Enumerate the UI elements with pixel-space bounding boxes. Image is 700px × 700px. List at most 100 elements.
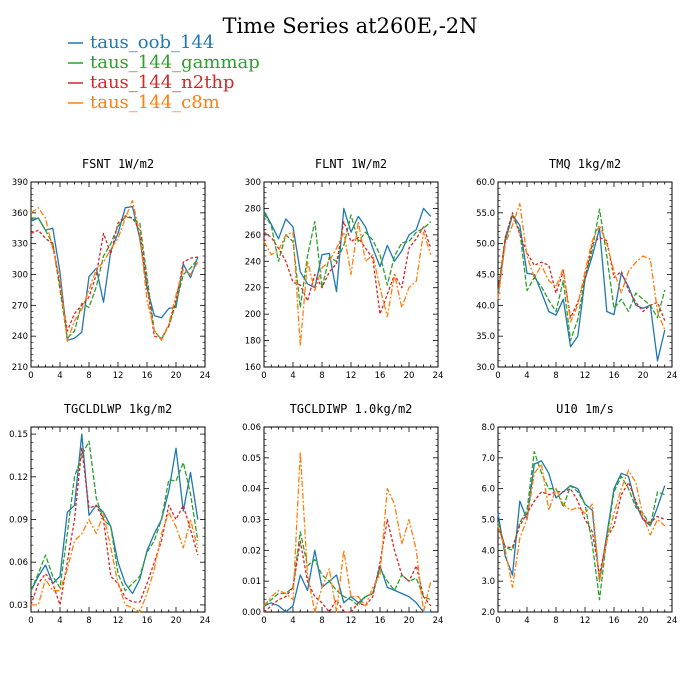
y-tick-label: 0.04: [242, 485, 261, 495]
x-tick-label: 4: [524, 616, 529, 626]
series-line-1: [497, 451, 666, 601]
x-tick-label: 8: [86, 371, 91, 381]
x-tick-label: 0: [28, 371, 33, 381]
x-tick-label: 24: [200, 371, 211, 381]
series-line-1: [30, 440, 199, 592]
legend-label-3: taus_144_c8m: [90, 92, 220, 113]
series-line-3: [30, 199, 199, 342]
y-tick-label: 240: [245, 257, 261, 267]
y-tick-label: 4.0: [481, 546, 495, 556]
series-line-0: [263, 207, 432, 293]
x-tick-label: 20: [404, 371, 415, 381]
x-tick-label: 0: [261, 371, 266, 381]
x-tick-label: 0: [28, 616, 33, 626]
legend-label-1: taus_144_gammap: [90, 52, 260, 73]
y-tick-label: 0.06: [9, 558, 28, 568]
x-tick-label: 16: [375, 616, 386, 626]
y-tick-label: 0.02: [242, 546, 261, 556]
x-tick-label: 20: [404, 616, 415, 626]
legend-label-0: taus_oob_144: [90, 32, 214, 53]
x-tick-label: 12: [580, 616, 591, 626]
series-line-2: [497, 481, 666, 576]
x-tick-label: 8: [86, 616, 91, 626]
y-tick-label: 0.01: [242, 577, 261, 587]
chart-panel-5: U10 1m/s 0 4 8 12 16 20 24 2.0 3.0 4.0 5.0 6.0 7.0 8.0: [481, 402, 677, 626]
y-tick-label: 300: [245, 178, 261, 188]
x-tick-label: 24: [667, 616, 678, 626]
y-tick-label: 160: [245, 363, 261, 373]
series-line-2: [263, 220, 432, 315]
x-tick-label: 16: [142, 616, 153, 626]
x-tick-label: 20: [638, 371, 649, 381]
x-tick-label: 24: [200, 616, 211, 626]
x-tick-label: 24: [433, 616, 444, 626]
y-tick-label: 0.12: [9, 473, 28, 483]
chart-panel-4: TGCLDIWP 1.0kg/m2 0 4 8 12 16 20 24 0.00 0.01 0.02…: [242, 402, 443, 626]
series-line-3: [263, 220, 432, 347]
chart-panel-3: TGCLDLWP 1kg/m2 0 4 8 12 16 20 24 0.03 0.06 0.09 0.…: [9, 402, 210, 626]
x-tick-label: 4: [290, 371, 295, 381]
y-tick-label: 0.06: [242, 423, 261, 433]
y-tick-label: 260: [245, 231, 261, 241]
x-tick-label: 0: [495, 371, 500, 381]
y-tick-label: 330: [12, 240, 28, 250]
y-tick-label: 360: [12, 209, 28, 219]
x-tick-label: 12: [113, 371, 124, 381]
series-line-0: [263, 549, 431, 613]
y-tick-label: 30.0: [476, 363, 495, 373]
x-tick-label: 8: [319, 371, 324, 381]
y-tick-label: 0.15: [9, 430, 28, 440]
panel-title-2: TMQ 1kg/m2: [549, 157, 621, 171]
series-line-0: [30, 206, 199, 341]
series-line-3: [497, 202, 666, 331]
y-tick-label: 8.0: [481, 423, 495, 433]
x-tick-label: 20: [171, 371, 182, 381]
x-tick-label: 12: [113, 616, 124, 626]
figure-title: Time Series at260E,-2N: [222, 14, 477, 38]
y-tick-label: 40.0: [476, 301, 495, 311]
series-line-1: [263, 531, 432, 607]
x-tick-label: 16: [375, 371, 386, 381]
x-tick-label: 8: [319, 616, 324, 626]
y-tick-label: 45.0: [476, 271, 495, 281]
x-tick-label: 16: [609, 616, 620, 626]
y-tick-label: 280: [245, 204, 261, 214]
y-tick-label: 0.03: [9, 601, 28, 611]
x-tick-label: 12: [580, 371, 591, 381]
y-tick-label: 0.00: [242, 608, 261, 618]
legend-label-2: taus_144_n2thp: [90, 72, 235, 93]
y-tick-label: 220: [245, 284, 261, 294]
series-line-0: [30, 433, 199, 595]
series-line-1: [497, 208, 666, 342]
series-line-2: [263, 518, 432, 613]
panel-title-0: FSNT 1W/m2: [82, 157, 154, 171]
y-tick-label: 2.0: [481, 608, 495, 618]
series-line-1: [263, 213, 432, 309]
y-tick-label: 5.0: [481, 516, 495, 526]
y-tick-label: 210: [12, 363, 28, 373]
series-line-2: [30, 447, 199, 606]
panel-title-5: U10 1m/s: [556, 402, 614, 416]
x-tick-label: 4: [290, 616, 295, 626]
y-tick-label: 7.0: [481, 454, 495, 464]
series-line-3: [263, 451, 432, 613]
y-tick-label: 0.03: [242, 516, 261, 526]
y-tick-label: 35.0: [476, 332, 495, 342]
x-tick-label: 12: [346, 371, 357, 381]
y-tick-label: 240: [12, 332, 28, 342]
x-tick-label: 20: [638, 616, 649, 626]
y-tick-label: 60.0: [476, 178, 495, 188]
y-tick-label: 3.0: [481, 577, 495, 587]
x-tick-label: 0: [261, 616, 266, 626]
series-line-0: [497, 214, 666, 362]
y-tick-label: 390: [12, 178, 28, 188]
y-tick-label: 200: [245, 310, 261, 320]
x-tick-label: 8: [553, 371, 558, 381]
chart-panel-1: FLNT 1W/m2 0 4 8 12 16 20 24 160 180 200 220 240 260 2…: [245, 157, 444, 381]
y-tick-label: 180: [245, 337, 261, 347]
x-tick-label: 0: [495, 616, 500, 626]
y-tick-label: 50.0: [476, 240, 495, 250]
legend: taus_oob_144taus_144_gammaptaus_144_n2th…: [68, 32, 260, 113]
y-tick-label: 0.09: [9, 516, 28, 526]
